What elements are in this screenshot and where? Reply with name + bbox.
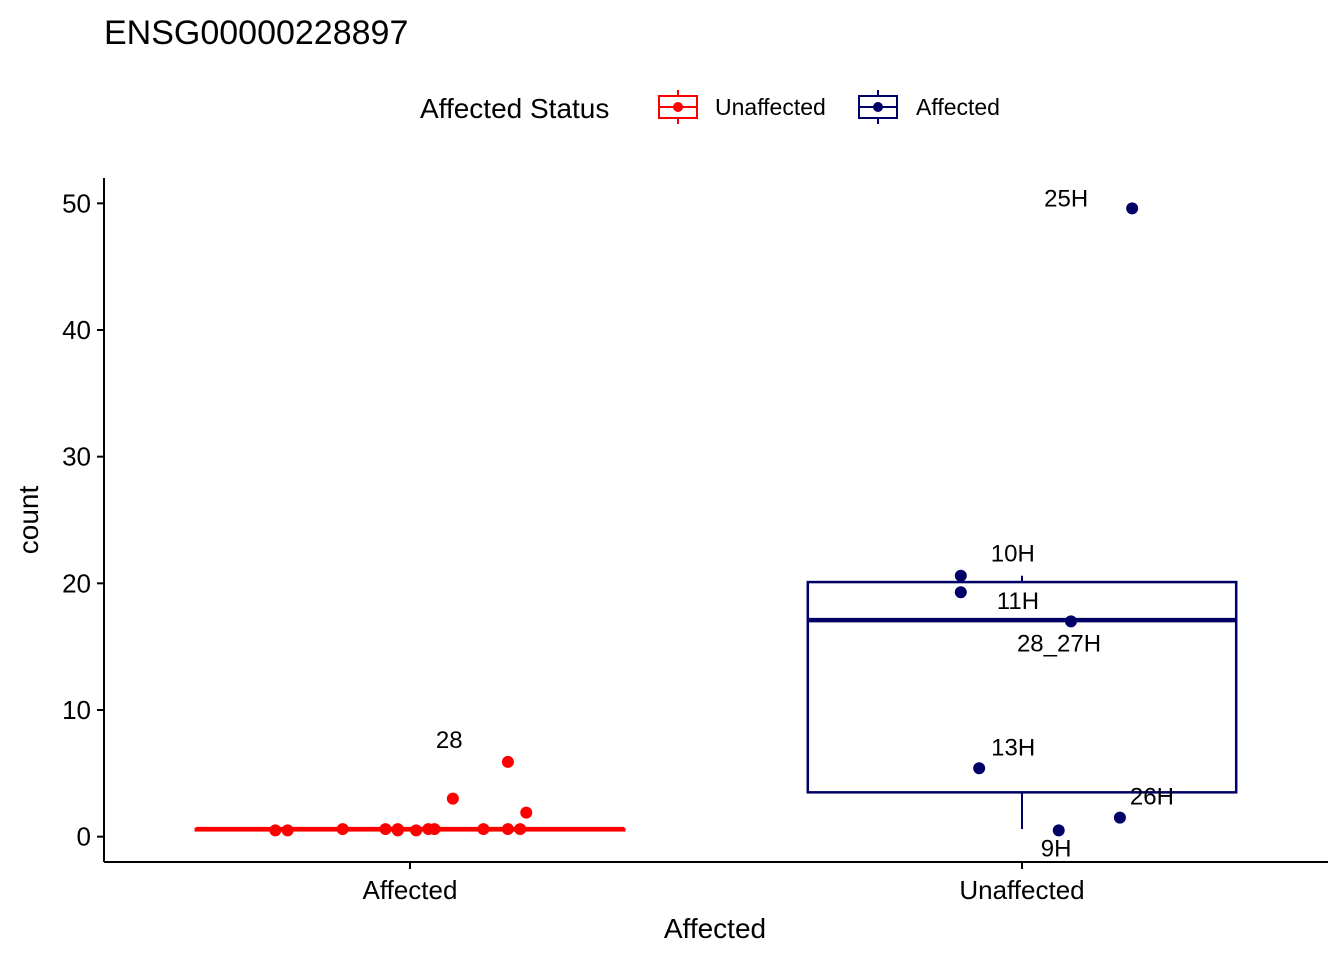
y-tick-label-20: 20 (62, 568, 91, 598)
y-axis-title: count (13, 486, 44, 555)
y-tick-label-40: 40 (62, 315, 91, 345)
chart-title: ENSG00000228897 (104, 14, 408, 52)
point-affected-0 (269, 824, 282, 837)
point-unaffected-17 (954, 569, 967, 582)
point-label-9h: 9H (1041, 835, 1072, 862)
point-unaffected-18 (1064, 615, 1077, 628)
x-tick-label-affected: Affected (363, 875, 458, 905)
point-affected-5 (391, 824, 404, 837)
point-unaffected-19 (973, 762, 986, 775)
legend: Affected Status Unaffected Affected (420, 90, 1000, 124)
point-label-25h: 25H (1044, 185, 1088, 212)
legend-key-unaffected (658, 90, 698, 124)
y-tick-label-0: 0 (77, 822, 91, 852)
legend-title: Affected Status (420, 93, 609, 124)
point-affected-6 (410, 824, 423, 837)
plot-area: 0 10 20 30 40 50 Affected Unaffected 28 25H 11H 10H… (62, 178, 1328, 905)
y-tick-label-50: 50 (62, 188, 91, 218)
legend-label-affected: Affected (916, 94, 1000, 120)
legend-key-affected (858, 90, 898, 124)
point-affected-11 (501, 823, 514, 836)
point-unaffected-20 (1113, 811, 1126, 824)
point-affected-8 (428, 823, 441, 836)
point-affected-9 (446, 792, 459, 805)
point-affected-12 (501, 755, 514, 768)
box-unaffected-body (806, 580, 1238, 794)
point-label-28: 28 (436, 727, 463, 754)
y-tick-label-30: 30 (62, 442, 91, 472)
point-unaffected-16 (954, 586, 967, 599)
point-affected-3 (379, 823, 392, 836)
point-unaffected-15 (1126, 202, 1139, 215)
point-unaffected-21 (1052, 824, 1065, 837)
point-affected-2 (336, 823, 349, 836)
point-label-11h: 11H (997, 588, 1039, 615)
legend-label-unaffected: Unaffected (715, 94, 826, 120)
y-tick-label-10: 10 (62, 695, 91, 725)
point-affected-14 (520, 806, 533, 819)
x-tick-label-unaffected: Unaffected (959, 875, 1084, 905)
point-label-13h: 13H (991, 734, 1035, 761)
point-label-28-27h: 28_27H (1017, 630, 1101, 657)
point-affected-13 (514, 823, 527, 836)
point-label-10h: 10H (991, 541, 1035, 568)
x-axis-title: Affected (664, 913, 766, 944)
point-label-26h: 26H (1130, 784, 1174, 811)
point-affected-10 (477, 823, 490, 836)
point-affected-1 (281, 824, 294, 837)
